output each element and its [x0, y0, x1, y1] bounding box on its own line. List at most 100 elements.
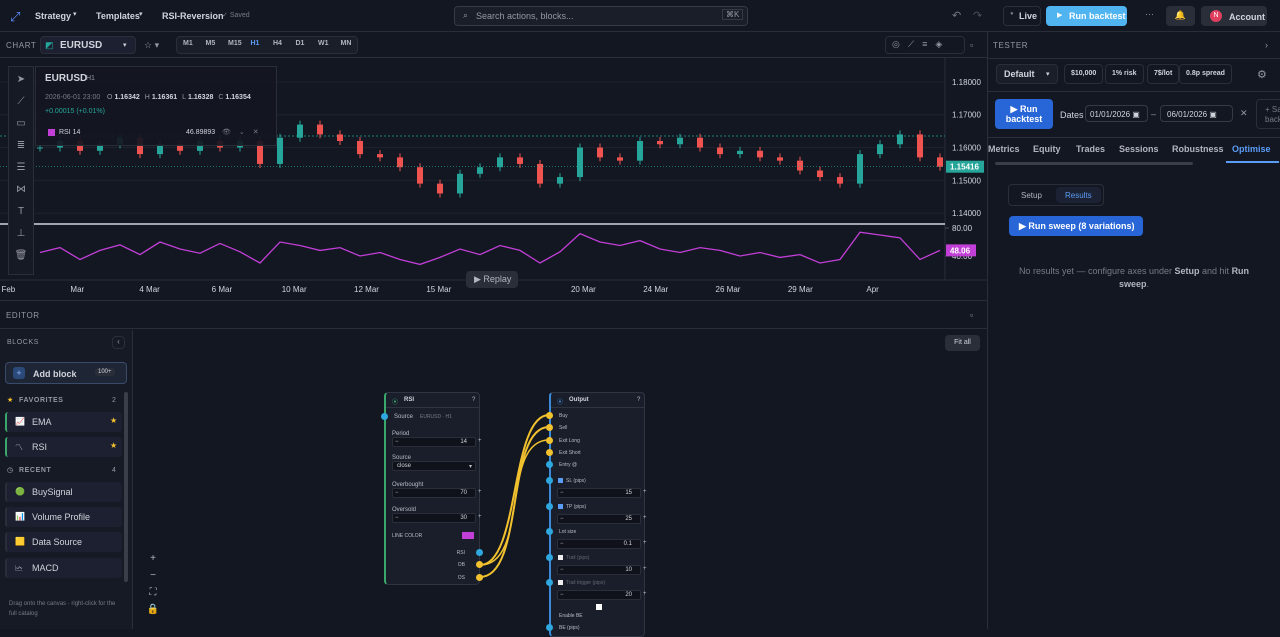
color-swatch[interactable] — [462, 532, 474, 539]
group-count: 4 — [112, 466, 116, 474]
candle — [457, 173, 463, 194]
menu-strategy[interactable]: Strategy — [35, 11, 72, 21]
undo[interactable]: ↶ — [952, 10, 962, 22]
ohlc-item: L 1.16328 — [182, 94, 213, 101]
checkbox[interactable] — [558, 478, 563, 483]
settings[interactable]: ⚙ — [1257, 69, 1267, 81]
field-label: Oversold — [392, 507, 417, 513]
block-item[interactable]: 〽 RSI ★ — [5, 437, 122, 458]
stat-chip[interactable]: 0.8p spread — [1179, 64, 1232, 84]
stat-chip[interactable]: 7$/lot — [1147, 64, 1180, 84]
tab[interactable]: Metrics — [988, 144, 1020, 154]
search-box[interactable] — [454, 6, 748, 26]
number-input[interactable]: − 70 — [392, 488, 476, 498]
zoom-controls[interactable]: + − ⛶ 🔒 — [146, 553, 160, 615]
stat-chip[interactable]: 1% risk — [1105, 64, 1144, 84]
indicator-actions[interactable]: 👁⌄✕ — [222, 129, 267, 136]
run-backtest-button[interactable]: ▶ Run backtest — [995, 99, 1053, 129]
chart-header — [0, 32, 987, 58]
tester-collapse[interactable]: › — [1265, 40, 1268, 50]
block-item[interactable]: 🟢 BuySignal — [5, 481, 122, 502]
increment: + — [478, 438, 482, 444]
subtab[interactable]: Setup — [1021, 191, 1042, 200]
tab[interactable]: Sessions — [1119, 144, 1159, 154]
input-port — [546, 528, 553, 535]
rsi-node[interactable]: ⦿ RSI? Source EURUSD · H1 Period −14 + Source cl… — [381, 392, 483, 585]
candle — [677, 137, 683, 145]
timeframe[interactable]: H4 — [273, 40, 282, 47]
number-input[interactable]: − 30 — [392, 513, 476, 523]
number-input[interactable]: − 14 — [392, 437, 476, 447]
collapse-blocks[interactable]: ‹ — [112, 336, 125, 349]
block-item[interactable]: 🟨 Data Source — [5, 532, 122, 553]
candle — [417, 167, 423, 184]
logo[interactable]: ⤢ — [10, 9, 21, 24]
save-backtest[interactable]: + Save backtest — [1256, 99, 1280, 129]
number-input[interactable]: − 15 — [557, 488, 641, 498]
param-label: Trail trigger (pips) — [566, 580, 605, 586]
tab[interactable]: Equity — [1033, 144, 1061, 154]
tab[interactable]: Optimise — [1232, 144, 1271, 154]
notifications[interactable]: 🔔 — [1166, 6, 1195, 26]
date-from[interactable]: 01/01/2026 ▣ — [1085, 105, 1148, 122]
timeframe[interactable]: W1 — [318, 40, 329, 47]
block-icon: 🟨 — [15, 537, 25, 547]
candle — [317, 124, 323, 135]
output-node[interactable]: ⦿ Output? Buy Sell Exit Long Exit Short Entry … — [546, 392, 647, 637]
fit-all-button[interactable]: Fit all — [945, 335, 980, 351]
drawing-toolbar[interactable]: ➤ ⟋ ▭ ≣ ☰ ⋈ T ⊥ 🗑 — [8, 66, 34, 275]
block-item[interactable]: 📊 Volume Profile — [5, 506, 122, 527]
checkbox[interactable] — [558, 503, 563, 509]
price-tick-label: 1.17000 — [952, 111, 981, 120]
run-backtest-top[interactable] — [1046, 6, 1127, 26]
x-tick-label: Apr — [866, 285, 879, 294]
timeframe[interactable]: D1 — [295, 40, 305, 47]
divider — [987, 58, 1280, 59]
panel-toggle[interactable]: ▫ — [970, 40, 974, 50]
menu-templates[interactable]: Templates — [96, 11, 140, 21]
output-label: RSI — [456, 550, 465, 556]
number-input[interactable]: − 25 — [557, 513, 641, 524]
run-backtest-text: Run backtest — [1005, 104, 1043, 124]
favorite[interactable]: ☆ ▾ — [144, 40, 160, 50]
select[interactable]: close ▾ — [392, 461, 476, 471]
tab[interactable]: Trades — [1076, 144, 1106, 154]
number-input[interactable]: − 20 — [557, 590, 641, 600]
strategy-name[interactable]: RSI-Reversion — [162, 11, 224, 21]
date-to[interactable]: 06/01/2026 ▣ — [1160, 105, 1233, 122]
redo[interactable]: ↷ — [973, 10, 983, 22]
toggle[interactable] — [596, 604, 602, 610]
timeframe[interactable]: H1 — [250, 40, 260, 47]
subtab[interactable]: Results — [1056, 187, 1101, 203]
symbol-select[interactable] — [40, 36, 136, 54]
tab[interactable]: Robustness — [1172, 144, 1224, 154]
timeframe[interactable]: M1 — [183, 40, 193, 47]
ohlc: O 1.16342 H 1.16361 L 1.16328 C 1.16354 — [107, 94, 256, 101]
candle — [357, 140, 363, 155]
preset-select[interactable] — [996, 64, 1058, 84]
block-item[interactable]: 📈 EMA ★ — [5, 412, 122, 432]
empty-state: No results yet — configure axes under Se… — [1010, 265, 1258, 291]
group-icon: ◷ — [7, 466, 14, 474]
checkbox[interactable] — [558, 580, 563, 585]
number-input[interactable]: − 10 — [557, 564, 641, 575]
input-port — [546, 553, 553, 561]
play-icon: ▶ — [1057, 12, 1063, 19]
checkbox[interactable] — [558, 554, 563, 560]
editor-toggle[interactable]: ▫ — [970, 310, 974, 320]
timeframe[interactable]: MN — [340, 40, 352, 47]
number-input[interactable]: − 0.1 — [557, 539, 641, 549]
stat-chip[interactable]: $10,000 — [1064, 64, 1104, 84]
timeframe[interactable]: M15 — [228, 40, 242, 47]
add-block-button[interactable] — [5, 362, 127, 384]
more-menu[interactable]: ··· — [1145, 9, 1154, 19]
clear-dates[interactable]: ✕ — [1240, 108, 1248, 118]
legend-change: +0.00015 (+0.01%) — [45, 108, 105, 115]
run-sweep-button[interactable]: ▶ Run sweep (8 variations) — [1009, 216, 1143, 236]
live-button[interactable] — [1003, 6, 1041, 26]
timeframe[interactable]: M5 — [205, 40, 216, 47]
chart-tools[interactable]: ◎⟋≡◈ — [885, 36, 965, 54]
block-item[interactable]: 🗠 MACD — [5, 557, 122, 578]
tabs: Metrics Equity Trades Sessions Robustness Opt… — [987, 137, 1280, 163]
replay-button[interactable]: ▶ Replay — [466, 271, 518, 288]
